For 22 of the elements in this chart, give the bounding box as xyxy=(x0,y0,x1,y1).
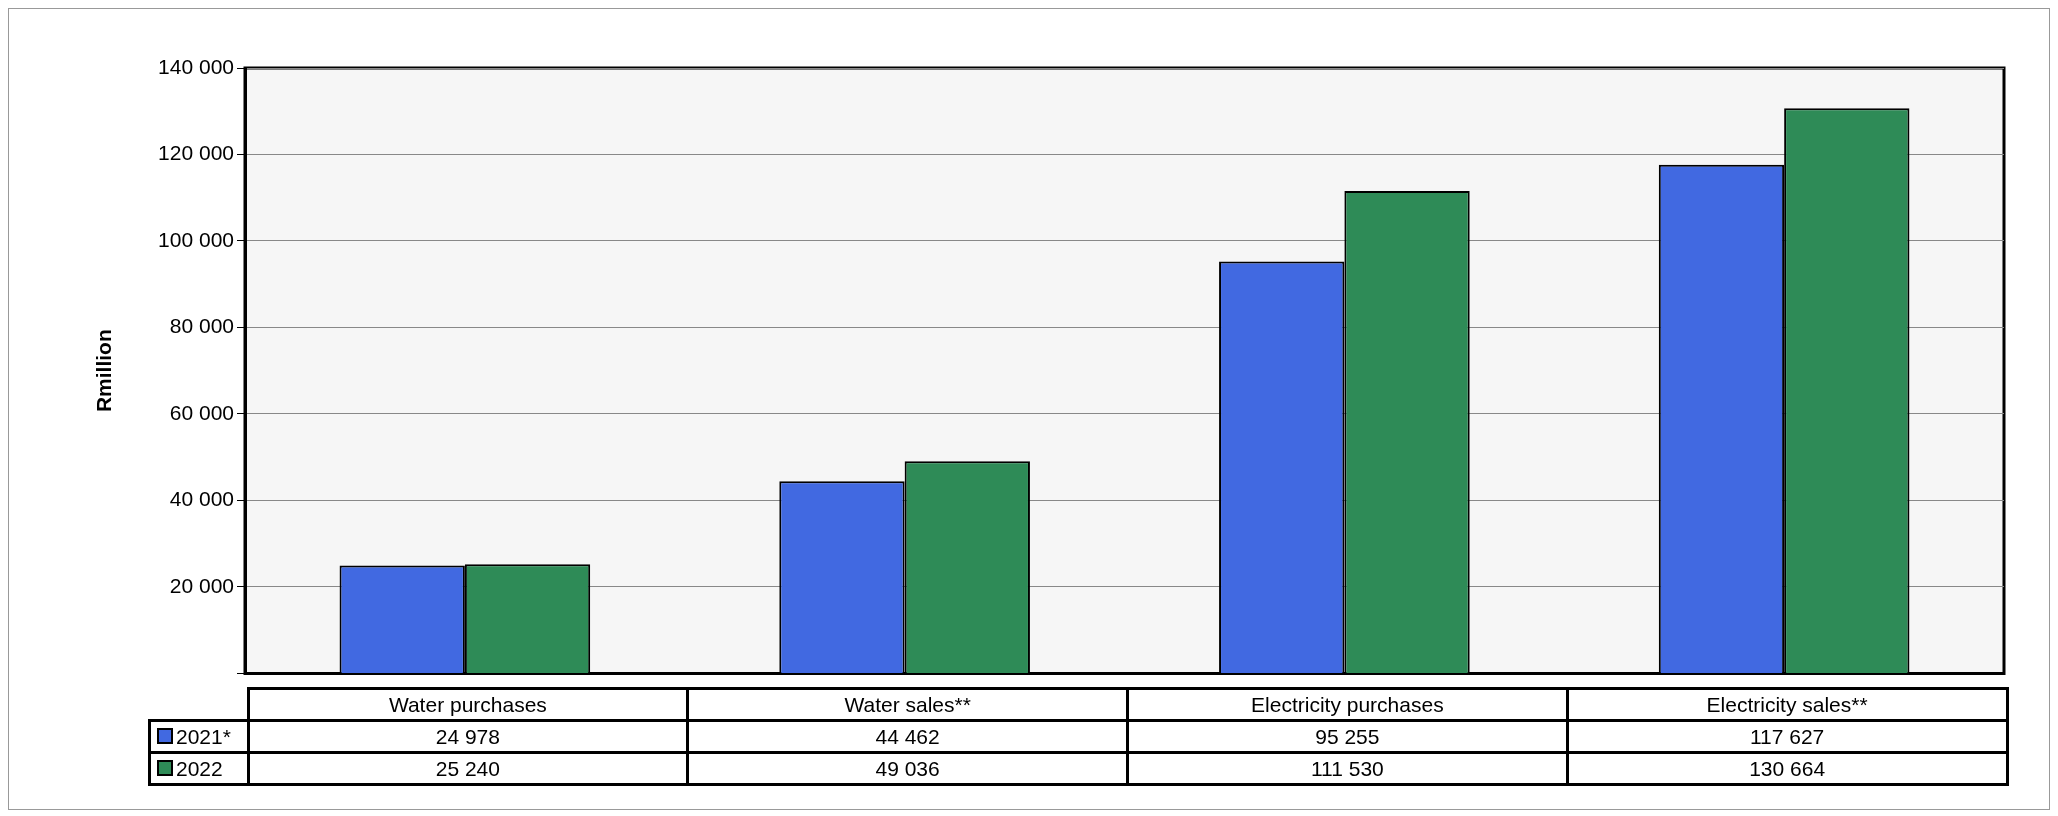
data-label: 117 627 xyxy=(1567,720,2007,753)
y-tick-label: 60 000 xyxy=(169,400,234,424)
x-tick-label: Electricity purchases xyxy=(1127,688,1568,721)
data-label: 44 462 xyxy=(687,720,1128,753)
x-tick-label: Electricity sales** xyxy=(1567,688,2007,721)
y-tick-label: 100 000 xyxy=(158,227,234,251)
legend-label: 2022 xyxy=(149,752,248,785)
y-tick-label: 140 000 xyxy=(158,54,234,78)
x-tick-label: Water sales** xyxy=(687,688,1128,721)
data-label: 25 240 xyxy=(248,752,688,785)
x-tick-label: Water purchases xyxy=(248,688,688,721)
y-tick-label: 40 000 xyxy=(169,487,234,511)
legend-label: 2021* xyxy=(149,720,248,753)
data-label: 111 530 xyxy=(1127,752,1568,785)
data-label: 24 978 xyxy=(248,720,688,753)
data-label: 130 664 xyxy=(1567,752,2007,785)
y-tick-label: 80 000 xyxy=(169,314,234,338)
y-tick-label: 20 000 xyxy=(169,573,234,597)
y-tick-label: 120 000 xyxy=(158,141,234,165)
y-axis-title: Rmillion xyxy=(92,329,116,413)
data-label: 49 036 xyxy=(687,752,1128,785)
data-label: 95 255 xyxy=(1127,720,1568,753)
